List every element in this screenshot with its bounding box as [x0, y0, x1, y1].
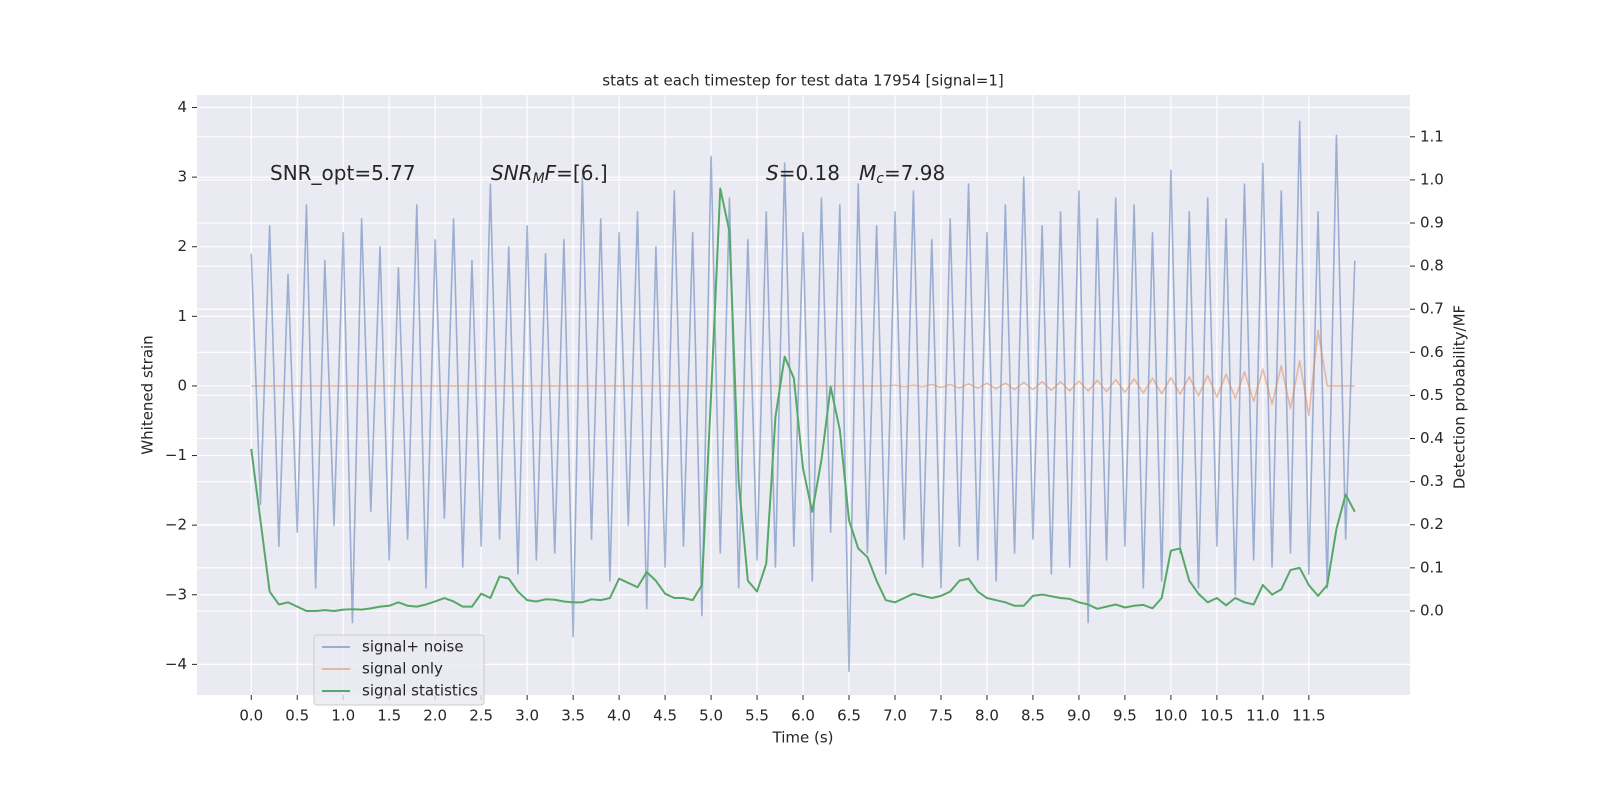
x-tick-label: 1.0 — [331, 707, 355, 725]
y-axis-label: Whitened strain — [139, 335, 157, 454]
y2-tick-label: 0.2 — [1420, 515, 1444, 533]
annotations: SNR_opt=5.77 SNRMF=[6.] S=0.18 Mc=7.98 — [270, 161, 945, 188]
annotation-part: c — [876, 171, 884, 187]
y-tick-label: 0 — [177, 376, 187, 394]
y-tick-label: −2 — [165, 516, 187, 534]
y-tick-label: −1 — [165, 446, 187, 464]
x-tick-label: 3.5 — [561, 707, 585, 725]
series-line — [250, 187, 1356, 612]
x-tick-label: 7.5 — [929, 707, 953, 725]
y2-tick-label: 0.0 — [1420, 601, 1444, 619]
annotation: SNRMF=[6.] — [491, 161, 608, 188]
y2-tick-label: 0.3 — [1420, 472, 1444, 490]
y-tick-label: 1 — [177, 307, 187, 325]
y2-tick-label: 1.1 — [1420, 127, 1444, 145]
legend-box — [313, 634, 485, 706]
x-axis-label: Time (s) — [772, 729, 834, 747]
y-tick-label: −4 — [165, 655, 187, 673]
x-tick-label: 10.0 — [1154, 707, 1187, 725]
annotation: S=0.18 — [766, 161, 840, 185]
x-tick-label: 0.0 — [239, 707, 263, 725]
annotation-part: M — [859, 161, 876, 185]
grid — [197, 95, 1410, 695]
legend-label: signal+ noise — [362, 638, 464, 656]
y-tick-label: 3 — [177, 168, 187, 186]
y2-tick-label: 0.5 — [1420, 386, 1444, 404]
legend-label: signal only — [362, 660, 443, 678]
x-tick-label: 1.5 — [377, 707, 401, 725]
annotation-part: =[6.] — [556, 161, 607, 185]
legend: signal+ noise signal only signal statistic… — [313, 634, 485, 706]
legend-label: signal statistics — [362, 682, 478, 700]
x-tick-label: 2.5 — [469, 707, 493, 725]
x-tick-label: 0.5 — [285, 707, 309, 725]
chart-title: stats at each timestep for test data 179… — [602, 72, 1003, 90]
x-tick-label: 11.0 — [1246, 707, 1279, 725]
x-tick-label: 4.0 — [607, 707, 631, 725]
lines — [250, 120, 1356, 673]
y2-tick-label: 0.6 — [1420, 343, 1444, 361]
y2-tick-label: 0.7 — [1420, 300, 1444, 318]
annotation-part: SNR_opt=5.77 — [270, 161, 416, 185]
series-line — [250, 120, 1356, 673]
annotation-part: M — [533, 171, 545, 187]
x-tick-label: 4.5 — [653, 707, 677, 725]
y-tick-label: 2 — [177, 237, 187, 255]
y2-tick-label: 1.0 — [1420, 170, 1444, 188]
y2-tick-label: 0.9 — [1420, 214, 1444, 232]
y-tick-label: −3 — [165, 585, 187, 603]
annotation-part: =7.98 — [884, 161, 945, 185]
x-tick-label: 8.5 — [1021, 707, 1045, 725]
annotation-part: S — [766, 161, 779, 185]
x-tick-label: 5.5 — [745, 707, 769, 725]
y2-tick-label: 0.4 — [1420, 429, 1444, 447]
axes: 0.0 0.5 1.0 1.5 2.0 2.5 3.0 3.5 4.0 4.5 5.0 5.5 6.0 6… — [165, 98, 1444, 724]
annotation: Mc=7.98 — [859, 161, 945, 188]
x-tick-label: 2.0 — [423, 707, 447, 725]
annotation-part: =0.18 — [779, 161, 840, 185]
x-tick-label: 6.0 — [791, 707, 815, 725]
annotation: SNR_opt=5.77 — [270, 161, 416, 185]
y2-tick-label: 0.1 — [1420, 558, 1444, 576]
x-tick-label: 6.5 — [837, 707, 861, 725]
y2-axis-label: Detection probability/MF — [1451, 305, 1469, 489]
x-tick-label: 8.0 — [975, 707, 999, 725]
x-tick-label: 5.0 — [699, 707, 723, 725]
x-tick-label: 9.5 — [1113, 707, 1137, 725]
annotation-part: F — [545, 161, 557, 185]
x-tick-label: 9.0 — [1067, 707, 1091, 725]
x-tick-label: 3.0 — [515, 707, 539, 725]
series-line — [251, 329, 1355, 416]
y2-tick-label: 0.8 — [1420, 257, 1444, 275]
annotation-part: SNR — [491, 161, 533, 185]
x-tick-label: 7.0 — [883, 707, 907, 725]
x-tick-label: 10.5 — [1200, 707, 1233, 725]
x-tick-label: 11.5 — [1292, 707, 1325, 725]
y-tick-label: 4 — [177, 98, 187, 116]
